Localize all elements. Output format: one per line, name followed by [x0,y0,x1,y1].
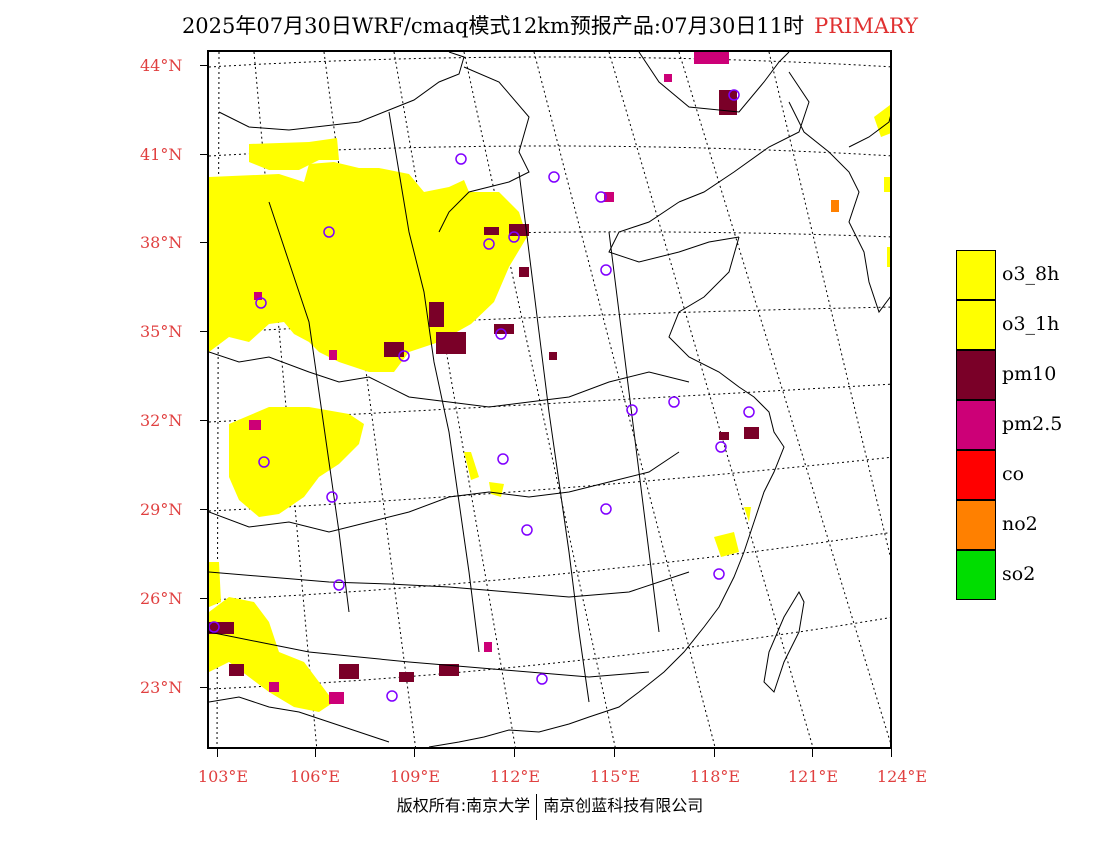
legend-swatch [956,300,996,350]
copyright: 版权所有:南京大学 南京创蓝科技有限公司 [0,792,1100,820]
legend-swatch [956,550,996,600]
no2-area [831,200,839,212]
lon-label-106: 106°E [289,767,341,786]
lon-label-112: 112°E [489,767,541,786]
lat-label-26: 26°N [140,589,183,608]
lat-label-41: 41°N [140,145,183,164]
lon-tick [891,749,892,757]
title-main: 2025年07月30日WRF/cmaq模式12km预报产品:07月30日11时 [181,14,805,38]
city-markers [209,89,755,702]
lat-tick [200,598,208,599]
lat-label-23: 23°N [140,678,183,697]
lat-label-29: 29°N [140,500,183,519]
lon-tick [514,749,515,757]
lon-label-103: 103°E [197,767,249,786]
lat-label-32: 32°N [140,411,183,430]
lon-label-109: 109°E [389,767,441,786]
legend-label: no2 [1002,513,1038,535]
lat-tick [200,242,208,243]
legend-label: pm10 [1002,363,1057,385]
lat-tick [200,687,208,688]
legend-swatch [956,400,996,450]
legend-label: o3_1h [1002,313,1060,335]
legend-label: so2 [1002,563,1036,585]
copyright-left: 版权所有:南京大学 [396,796,531,815]
ozone-areas [209,105,890,712]
lat-tick [200,65,208,66]
legend-label: o3_8h [1002,263,1060,285]
lat-tick [200,154,208,155]
copyright-separator [536,793,538,820]
legend-label: pm2.5 [1002,413,1063,435]
lon-tick [614,749,615,757]
lat-tick [200,509,208,510]
legend-swatch [956,250,996,300]
pollutant-map [209,52,890,747]
lon-tick [714,749,715,757]
copyright-right: 南京创蓝科技有限公司 [543,796,704,815]
lon-label-121: 121°E [787,767,839,786]
title-primary-tag: PRIMARY [814,14,919,38]
map-panel [207,50,892,749]
pm25-areas [249,52,729,704]
legend-label: co [1002,463,1025,485]
lat-label-35: 35°N [140,322,183,341]
lat-tick [200,331,208,332]
lon-label-124: 124°E [876,767,928,786]
lon-label-115: 115°E [589,767,641,786]
lat-label-38: 38°N [140,233,183,252]
boundaries [209,52,890,747]
legend-swatch [956,500,996,550]
lon-tick [812,749,813,757]
lat-label-44: 44°N [140,56,183,75]
graticule [209,52,890,747]
legend-swatch [956,350,996,400]
pm10-areas [209,90,759,682]
legend-swatch [956,450,996,500]
lon-label-118: 118°E [689,767,741,786]
lon-tick [315,749,316,757]
map-title: 2025年07月30日WRF/cmaq模式12km预报产品:07月30日11时 P… [0,10,1100,40]
lat-tick [200,420,208,421]
lon-tick [217,749,218,757]
lon-tick [414,749,415,757]
